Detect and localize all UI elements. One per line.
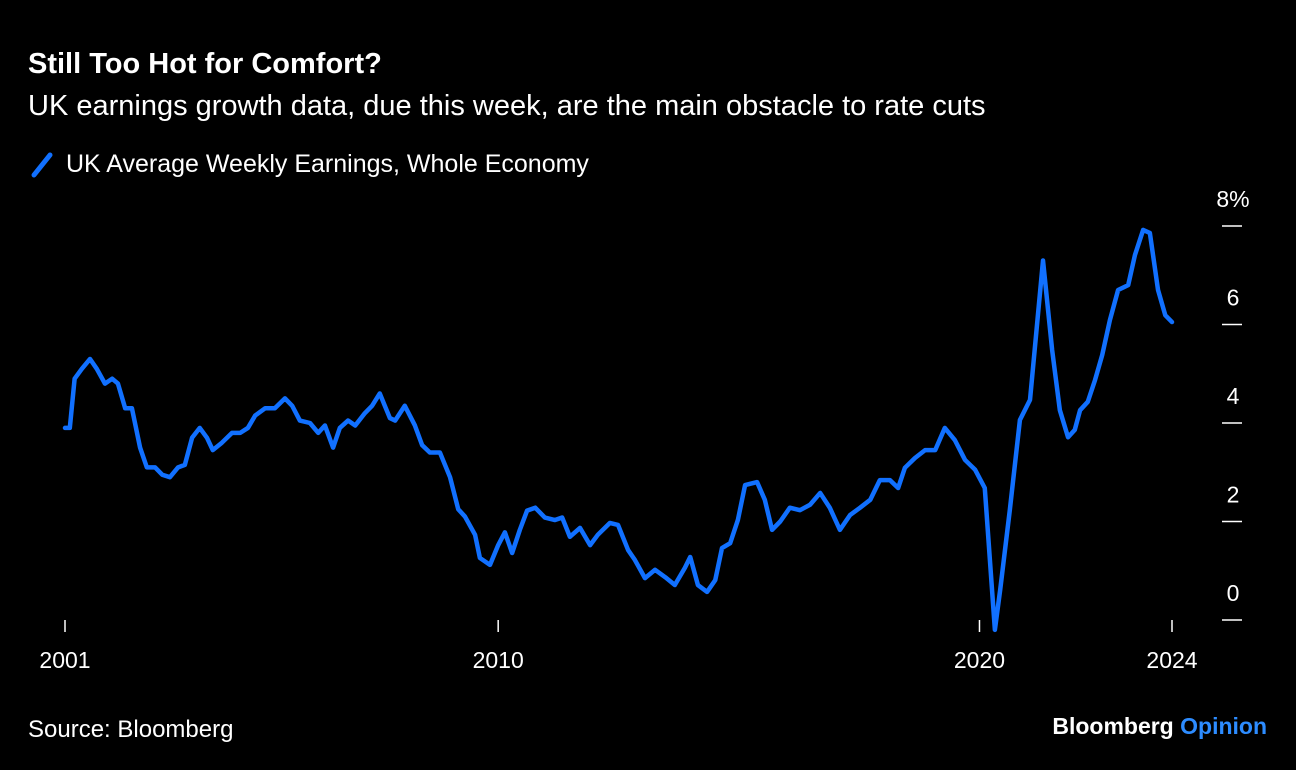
chart-title: Still Too Hot for Comfort? — [28, 48, 382, 80]
y-tick-label: 0 — [1227, 580, 1240, 606]
brand-name: Bloomberg — [1052, 713, 1173, 739]
source: Source: Bloomberg — [28, 716, 233, 743]
x-tick-label: 2024 — [1146, 647, 1197, 673]
y-tick-label: 6 — [1227, 285, 1240, 311]
chart-subtitle: UK earnings growth data, due this week, … — [28, 90, 986, 122]
y-tick-label: 4 — [1227, 383, 1240, 409]
x-tick-label: 2020 — [954, 647, 1005, 673]
data-line — [62, 227, 1175, 633]
legend-label: UK Average Weekly Earnings, Whole Econom… — [66, 150, 589, 178]
x-tick-label: 2001 — [39, 647, 90, 673]
x-tick-label: 2010 — [473, 647, 524, 673]
y-tick-label: 8% — [1216, 186, 1249, 212]
brand: Bloomberg Opinion — [1052, 713, 1267, 739]
brand-section: Opinion — [1180, 713, 1267, 739]
y-tick-label: 2 — [1227, 482, 1240, 508]
legend-icon — [31, 152, 53, 178]
